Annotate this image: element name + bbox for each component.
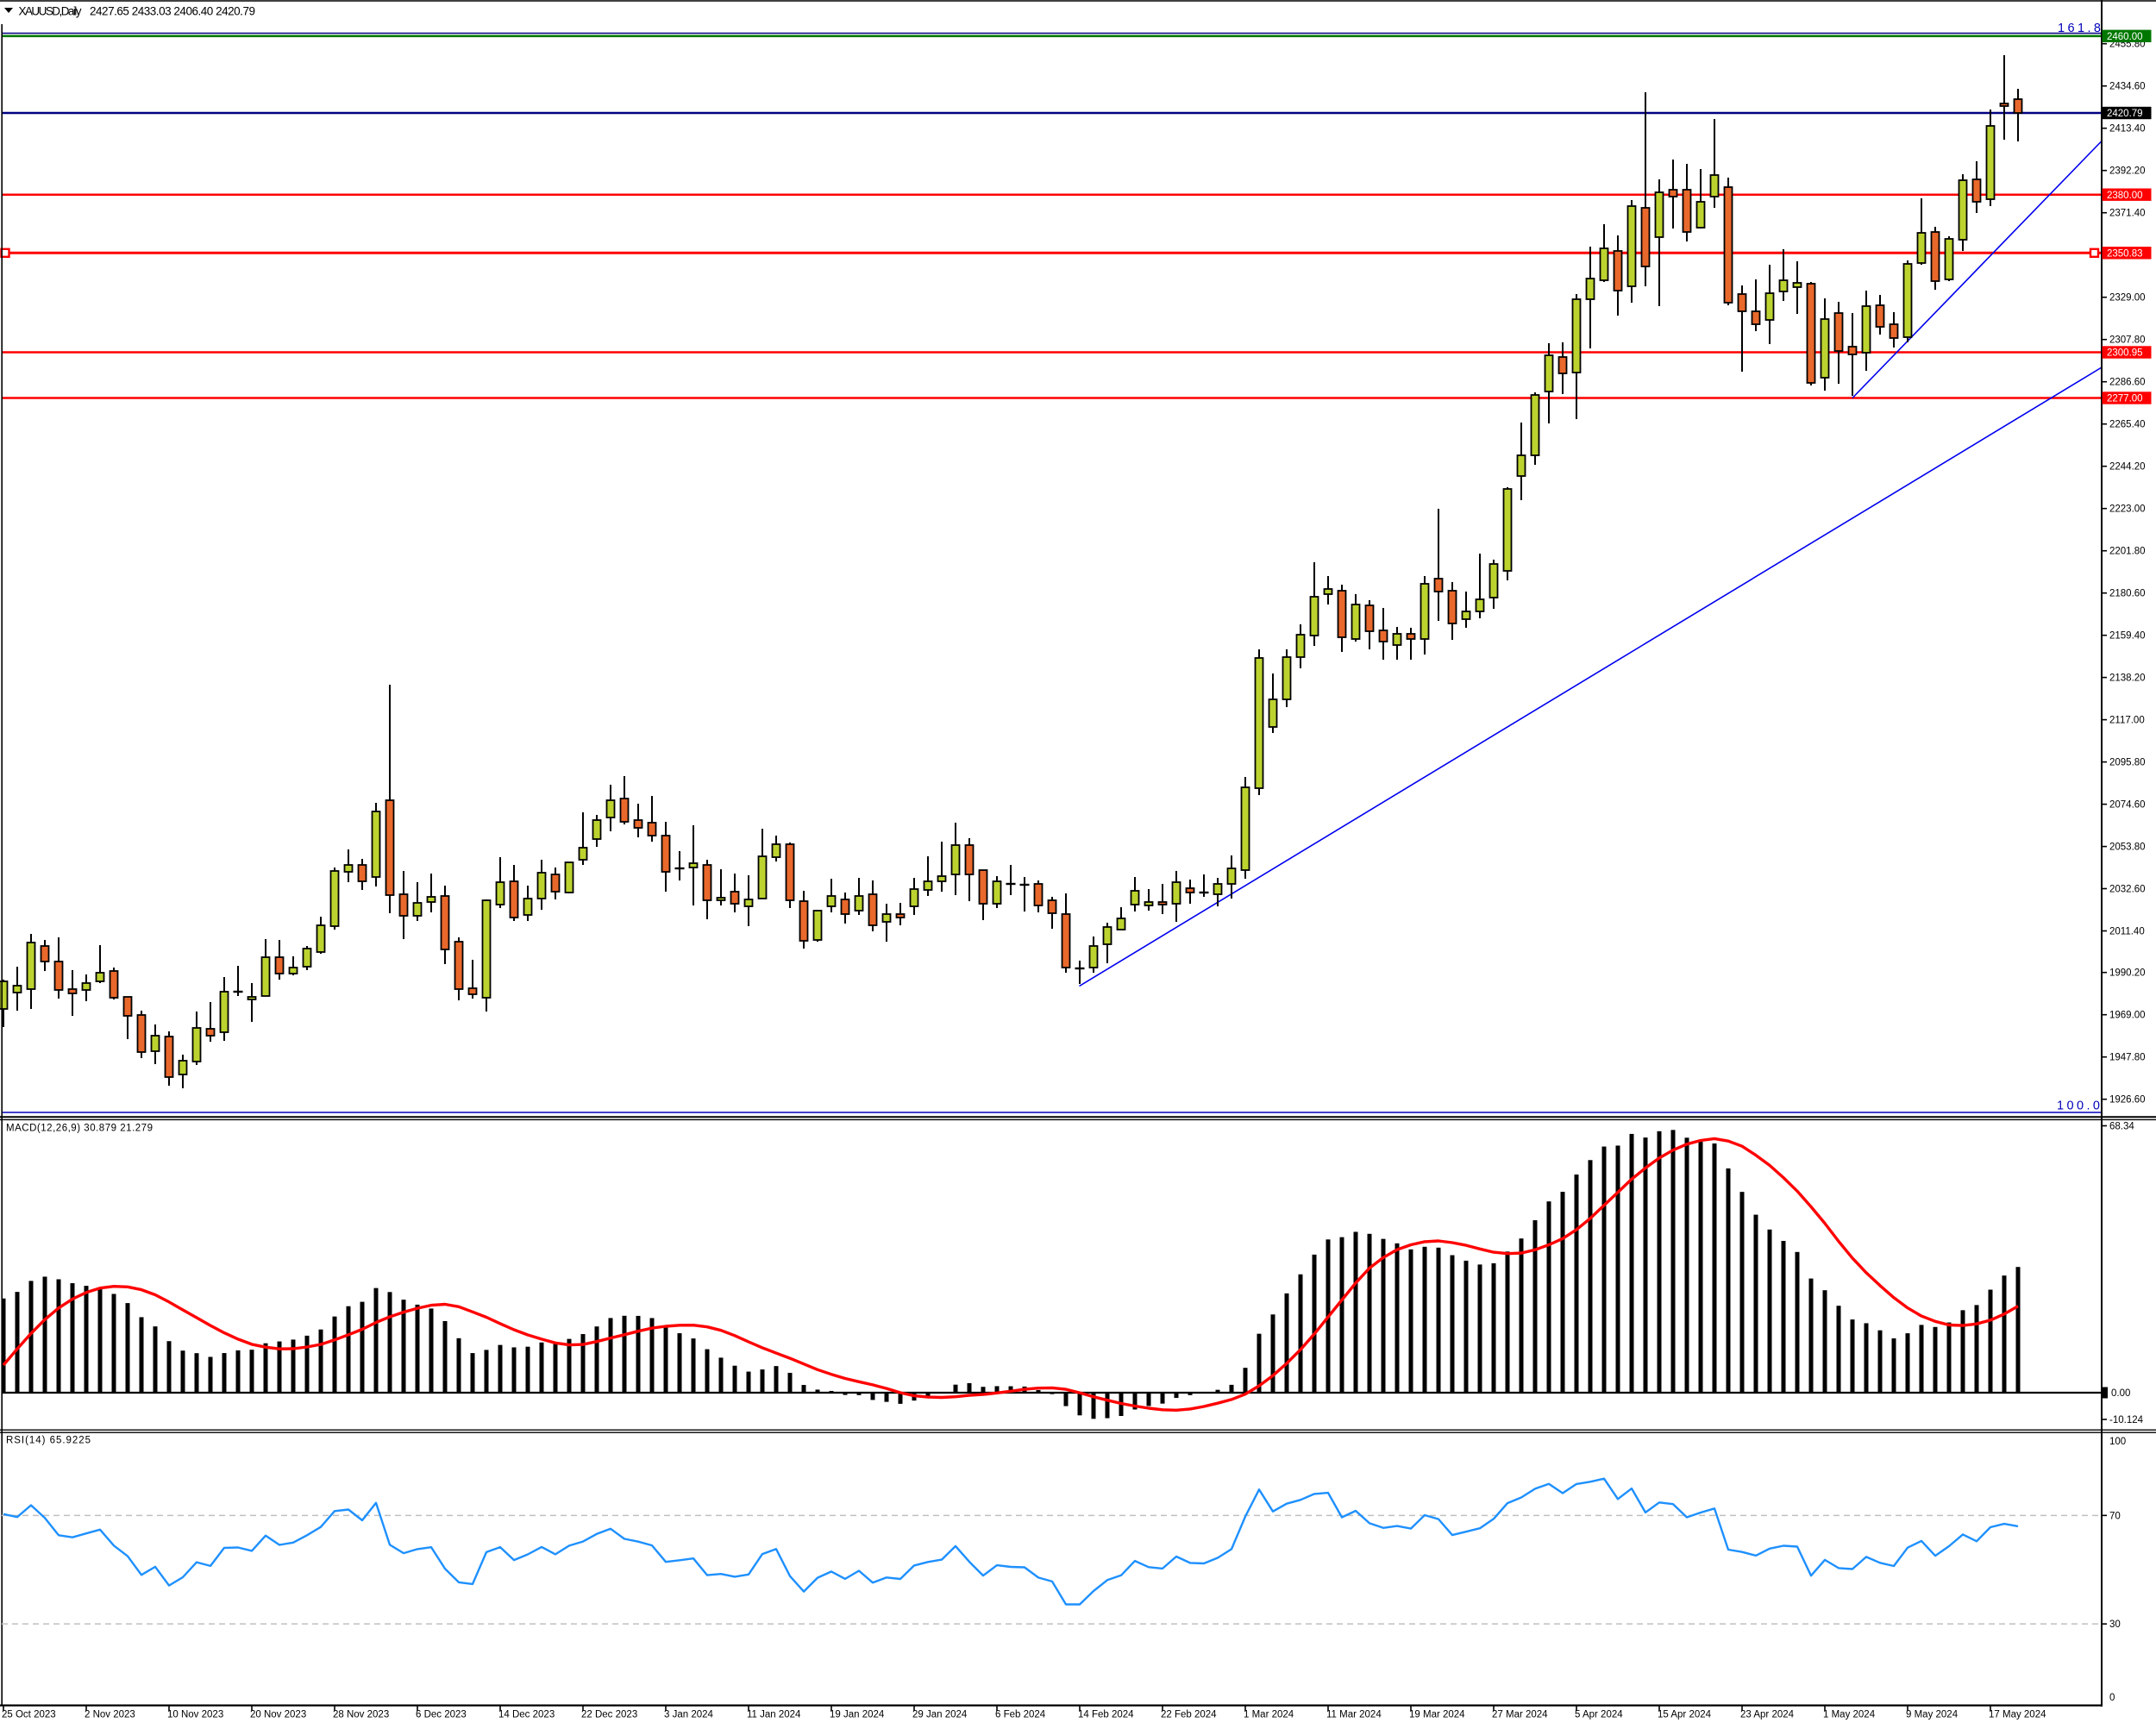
- svg-text:5 Apr 2024: 5 Apr 2024: [1575, 1710, 1623, 1720]
- svg-text:2 Nov 2023: 2 Nov 2023: [85, 1710, 135, 1720]
- svg-text:20 Nov 2023: 20 Nov 2023: [250, 1710, 306, 1720]
- svg-text:2138.20: 2138.20: [2109, 673, 2146, 684]
- svg-text:-10.124: -10.124: [2109, 1415, 2144, 1425]
- svg-text:2180.60: 2180.60: [2109, 589, 2146, 599]
- svg-text:1969.00: 1969.00: [2109, 1011, 2146, 1021]
- svg-text:2460.00: 2460.00: [2107, 32, 2143, 42]
- svg-text:23 Apr 2024: 23 Apr 2024: [1740, 1710, 1795, 1720]
- svg-text:14 Feb 2024: 14 Feb 2024: [1078, 1710, 1134, 1720]
- svg-text:17 May 2024: 17 May 2024: [1989, 1710, 2046, 1720]
- svg-text:0.00: 0.00: [2111, 1388, 2130, 1399]
- svg-text:9 May 2024: 9 May 2024: [1906, 1710, 1959, 1720]
- svg-text:100: 100: [2109, 1437, 2126, 1447]
- svg-text:15 Apr 2024: 15 Apr 2024: [1658, 1710, 1712, 1720]
- svg-text:1990.20: 1990.20: [2109, 968, 2146, 979]
- svg-text:68.34: 68.34: [2109, 1122, 2134, 1132]
- svg-text:1 Mar 2024: 1 Mar 2024: [1244, 1710, 1294, 1720]
- svg-text:2434.60: 2434.60: [2109, 82, 2146, 92]
- svg-text:2413.40: 2413.40: [2109, 124, 2146, 135]
- svg-text:2011.40: 2011.40: [2109, 927, 2145, 937]
- svg-text:28 Nov 2023: 28 Nov 2023: [333, 1710, 389, 1720]
- svg-text:2392.20: 2392.20: [2109, 166, 2146, 177]
- svg-text:3 Jan 2024: 3 Jan 2024: [664, 1710, 714, 1720]
- svg-text:1926.60: 1926.60: [2109, 1095, 2146, 1106]
- svg-text:RSI(14) 65.9225: RSI(14) 65.9225: [6, 1436, 91, 1446]
- svg-text:25 Oct 2023: 25 Oct 2023: [2, 1710, 56, 1720]
- svg-text:10 Nov 2023: 10 Nov 2023: [167, 1710, 223, 1720]
- svg-text:MACD(12,26,9) 30.879 21.279: MACD(12,26,9) 30.879 21.279: [6, 1124, 153, 1134]
- svg-text:2053.80: 2053.80: [2109, 843, 2146, 853]
- svg-text:2095.80: 2095.80: [2109, 758, 2146, 768]
- svg-text:2159.40: 2159.40: [2109, 631, 2146, 642]
- svg-text:19 Mar 2024: 19 Mar 2024: [1409, 1710, 1465, 1720]
- svg-text:11 Jan 2024: 11 Jan 2024: [747, 1710, 801, 1720]
- svg-text:22 Feb 2024: 22 Feb 2024: [1161, 1710, 1217, 1720]
- svg-text:2223.00: 2223.00: [2109, 504, 2146, 515]
- svg-text:30: 30: [2109, 1619, 2121, 1630]
- svg-text:2244.20: 2244.20: [2109, 462, 2146, 473]
- svg-text:2380.00: 2380.00: [2107, 191, 2143, 201]
- svg-text:2277.00: 2277.00: [2107, 394, 2143, 404]
- svg-text:2300.95: 2300.95: [2107, 348, 2143, 359]
- svg-text:19 Jan 2024: 19 Jan 2024: [830, 1710, 885, 1720]
- svg-text:2074.60: 2074.60: [2109, 800, 2146, 811]
- svg-text:6 Feb 2024: 6 Feb 2024: [995, 1710, 1046, 1720]
- svg-text:2371.40: 2371.40: [2109, 209, 2146, 219]
- svg-text:1 May 2024: 1 May 2024: [1823, 1710, 1876, 1720]
- svg-text:6 Dec 2023: 6 Dec 2023: [416, 1710, 467, 1720]
- svg-text:XAUUSD,Daily: XAUUSD,Daily: [19, 5, 82, 18]
- svg-text:2420.79: 2420.79: [2107, 109, 2143, 119]
- svg-text:70: 70: [2109, 1511, 2121, 1521]
- svg-text:2307.80: 2307.80: [2109, 335, 2146, 346]
- svg-text:22 Dec 2023: 22 Dec 2023: [581, 1710, 637, 1720]
- svg-text:11 Mar 2024: 11 Mar 2024: [1326, 1710, 1382, 1720]
- svg-text:100.0: 100.0: [2057, 1099, 2100, 1113]
- svg-text:161.8: 161.8: [2058, 22, 2101, 35]
- svg-text:2427.65 2433.03 2406.40 2420.7: 2427.65 2433.03 2406.40 2420.79: [90, 5, 255, 18]
- svg-text:2265.40: 2265.40: [2109, 420, 2146, 430]
- svg-text:0: 0: [2109, 1693, 2115, 1703]
- svg-text:2286.60: 2286.60: [2109, 378, 2146, 388]
- svg-text:29 Jan 2024: 29 Jan 2024: [912, 1710, 968, 1720]
- svg-text:27 Mar 2024: 27 Mar 2024: [1492, 1710, 1548, 1720]
- svg-text:2117.00: 2117.00: [2109, 716, 2145, 726]
- svg-text:2201.80: 2201.80: [2109, 547, 2146, 557]
- svg-text:14 Dec 2023: 14 Dec 2023: [498, 1710, 555, 1720]
- svg-text:2032.60: 2032.60: [2109, 885, 2146, 895]
- svg-text:2329.00: 2329.00: [2109, 293, 2146, 304]
- svg-text:1947.80: 1947.80: [2109, 1053, 2146, 1063]
- svg-text:2350.83: 2350.83: [2107, 249, 2143, 260]
